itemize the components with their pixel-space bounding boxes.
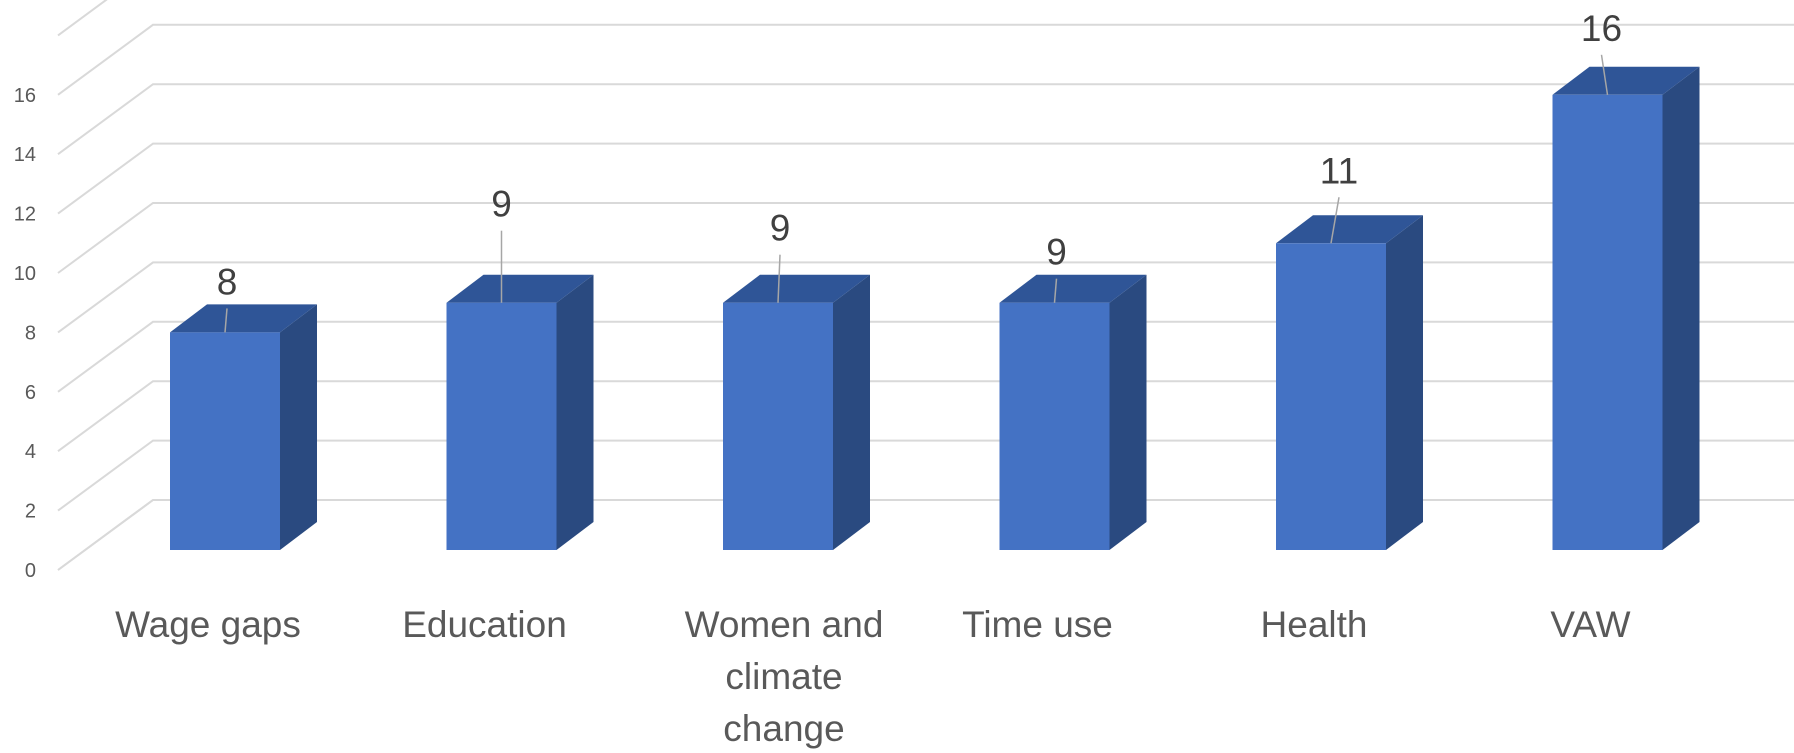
gridlines [57,0,1794,571]
category-label: Wage gaps [115,604,301,645]
bar-side [280,304,317,550]
gridline [57,23,1794,96]
bar-front [1276,243,1386,551]
data-label: 9 [770,208,791,249]
bar-top [1276,215,1423,244]
data-label: 9 [1046,232,1067,273]
gridline [57,202,1794,274]
bar: 9 [723,208,870,550]
bar-side [833,274,870,550]
category-label: Health [1261,604,1368,645]
bar-side [1386,215,1423,551]
gridline [57,439,1794,512]
x-axis-labels: Wage gaps Education Women and climate change… [115,604,1631,749]
bar-top [723,274,870,303]
bar-side [556,274,594,550]
category-label: VAW [1550,604,1630,645]
floor-edge [57,499,154,571]
gridline [57,0,108,37]
bar-side [1109,274,1147,550]
gridline [57,380,1794,453]
y-tick-label: 12 [14,204,36,226]
category-label: Education [402,604,567,645]
bar-top [999,274,1147,303]
bar-front [446,302,557,550]
y-tick-label: 8 [25,322,36,344]
gridline [57,261,1794,334]
data-label-leader [777,254,781,303]
category-label: Women and climate change [685,604,884,749]
data-label-leader [224,308,228,333]
y-axis-ticks: 0 2 4 6 8 10 12 14 16 [14,85,36,582]
bar: 8 [170,261,317,550]
bar: 11 [1276,150,1423,551]
data-label: 8 [217,261,238,302]
gridline [57,320,1794,393]
bar-side [1662,66,1700,551]
data-label: 11 [1320,150,1358,191]
bar-front [723,302,833,550]
bar: 16 [1552,8,1700,551]
bar: 9 [446,184,594,550]
bar-top [446,274,594,303]
y-tick-label: 4 [25,441,36,463]
bar-front [999,302,1110,550]
data-label-leader [1600,54,1609,95]
gridline [57,499,1794,571]
data-label-leader [1053,278,1058,303]
bar-top [170,304,317,333]
y-tick-label: 2 [25,501,36,523]
bar-top [1552,66,1700,95]
data-label-leader [1330,197,1340,244]
data-label: 9 [491,184,512,225]
data-label: 16 [1581,8,1622,49]
y-tick-label: 10 [14,263,36,285]
category-label: Time use [962,604,1113,645]
bar: 9 [999,232,1147,550]
bars: 8 9 9 9 11 16 [170,8,1700,551]
y-tick-label: 6 [25,382,36,404]
gridline [57,142,1794,215]
y-tick-label: 14 [14,144,36,166]
bar-front [170,332,280,550]
gridline [57,83,1794,156]
bar-front [1552,94,1663,551]
y-tick-label: 16 [14,85,36,107]
y-tick-label: 0 [25,560,36,582]
